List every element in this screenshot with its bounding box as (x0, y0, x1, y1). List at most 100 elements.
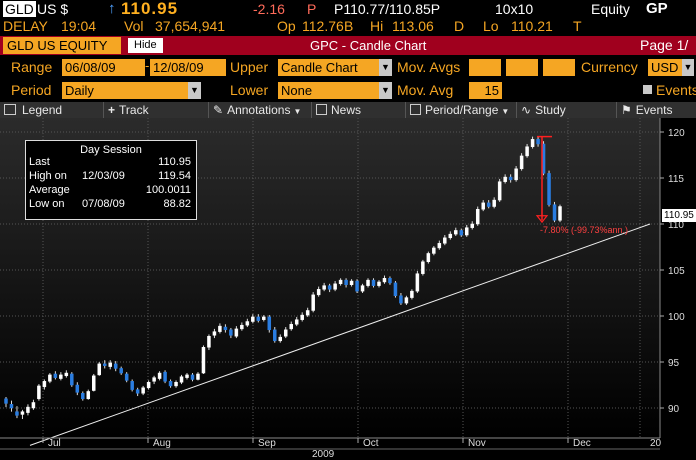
candle-series (4, 136, 562, 420)
y-tick-label: 90 (668, 404, 680, 415)
drop-arrow-icon (535, 215, 549, 224)
candle-body (59, 374, 63, 379)
bid-ask: P110.77/110.85P (334, 1, 441, 17)
candle-body (146, 381, 151, 389)
candle-body (15, 411, 19, 416)
y-tick-label: 115 (668, 174, 684, 185)
window-title: GPC - Candle Chart (310, 38, 427, 53)
candle-body (459, 230, 464, 236)
ds-low-date: 07/08/09 (82, 198, 125, 210)
candle-body (141, 387, 145, 394)
range-dash: - (145, 58, 150, 73)
mov-avgs-label: Mov. Avgs (397, 59, 461, 75)
mov-avg-field-3[interactable] (543, 59, 575, 76)
low-flag: T (573, 18, 582, 34)
candle-body (240, 324, 244, 330)
candle-body (26, 406, 30, 413)
candle-body (113, 363, 118, 369)
candle-body (497, 181, 502, 201)
x-tick-label: Aug (153, 438, 171, 449)
candle-body (415, 273, 420, 292)
study-button[interactable]: ∿ Study (517, 102, 617, 118)
period-dropdown-icon[interactable]: ▼ (188, 82, 201, 99)
mov-avg-period-field[interactable]: 15 (469, 82, 502, 99)
candle-body (37, 385, 41, 400)
candle-body (322, 285, 326, 290)
bid-ask-size: 10x10 (495, 1, 534, 17)
upper-dropdown-icon[interactable]: ▼ (379, 59, 392, 76)
low-label: Lo (483, 18, 499, 34)
y-axis-ticks: 90 95 100 105 110 115 120 (660, 128, 685, 415)
candle-body (157, 372, 162, 379)
controls-row-2: Period Daily ▼ Lower None ▼ Mov. Avg 15 … (0, 80, 696, 102)
candle-body (547, 173, 551, 205)
candle-body (311, 294, 315, 311)
candle-body (185, 374, 189, 378)
trendline-segment (29, 223, 651, 446)
chart-toolbar (0, 102, 696, 118)
candle-body (486, 202, 491, 207)
ds-last-value: 110.95 (158, 156, 191, 168)
candle-body (371, 279, 376, 286)
candle-body (382, 278, 387, 283)
hide-button[interactable]: Hide (128, 38, 163, 53)
plus-icon: + (108, 103, 116, 117)
drop-percent-label: -7.80% (-99.73%ann.) (540, 225, 629, 235)
events-button[interactable]: ⚑ Events (621, 103, 673, 117)
mov-avg-field-1[interactable] (469, 59, 501, 76)
ticker-box[interactable]: GLD (3, 1, 36, 17)
study-icon: ∿ (521, 103, 532, 117)
candle-body (448, 233, 453, 239)
end-date-field[interactable]: 12/08/09 (150, 59, 226, 76)
candle-body (552, 204, 557, 221)
day-session-title: Day Session (80, 144, 142, 156)
news-button[interactable]: News (312, 102, 406, 118)
candle-body (212, 331, 217, 336)
trendline[interactable] (29, 223, 651, 446)
up-arrow-icon: ↑ (108, 0, 116, 17)
quote-line-2: DELAY 19:04 Vol 37,654,941 Op 112.76 B H… (0, 18, 696, 37)
currency-select[interactable]: USD (648, 59, 682, 76)
drop-annotation (535, 135, 552, 224)
annotations-button[interactable]: ✎ Annotations ▼ (209, 102, 312, 118)
candle-body (179, 376, 184, 383)
period-range-button[interactable]: Period/Range ▼ (406, 102, 517, 118)
candle-body (432, 247, 436, 254)
period-select[interactable]: Daily (62, 82, 188, 99)
candle-body (70, 373, 74, 386)
lower-select[interactable]: None (278, 82, 379, 99)
year-label: 2009 (312, 449, 335, 460)
upper-select[interactable]: Candle Chart (278, 59, 379, 76)
candle-body (475, 209, 480, 225)
candle-body (130, 381, 134, 390)
security-field[interactable]: GLD US EQUITY (3, 37, 121, 54)
events-checkbox[interactable] (643, 85, 652, 94)
track-button[interactable]: + Track (104, 102, 209, 118)
lower-label: Lower (230, 82, 269, 98)
x-tick-label: Dec (573, 438, 591, 449)
candle-body (366, 279, 370, 286)
candle-body (355, 280, 359, 292)
candle-body (201, 347, 206, 374)
x-tick-label: Nov (468, 438, 486, 449)
net-change: -2.16 (253, 1, 285, 17)
open-label: Op (277, 18, 296, 34)
y-tick-label: 100 (668, 312, 685, 323)
next-year-label: 20 (650, 438, 662, 449)
candle-body (388, 278, 392, 284)
candle-body (410, 290, 414, 298)
candle-body (4, 398, 8, 404)
candle-body (207, 335, 211, 348)
lower-dropdown-icon[interactable]: ▼ (379, 82, 392, 99)
candle-body (53, 373, 58, 378)
candle-body (196, 373, 200, 380)
candle-body (470, 223, 474, 228)
candle-body (163, 371, 167, 382)
mov-avg-field-2[interactable] (506, 59, 538, 76)
legend-button[interactable]: Legend (0, 102, 104, 118)
currency-dropdown-icon[interactable]: ▼ (682, 59, 694, 76)
candle-body (135, 389, 140, 394)
start-date-field[interactable]: 06/08/09 (62, 59, 145, 76)
candle-body (174, 381, 178, 387)
market-label: US $ (37, 1, 69, 17)
